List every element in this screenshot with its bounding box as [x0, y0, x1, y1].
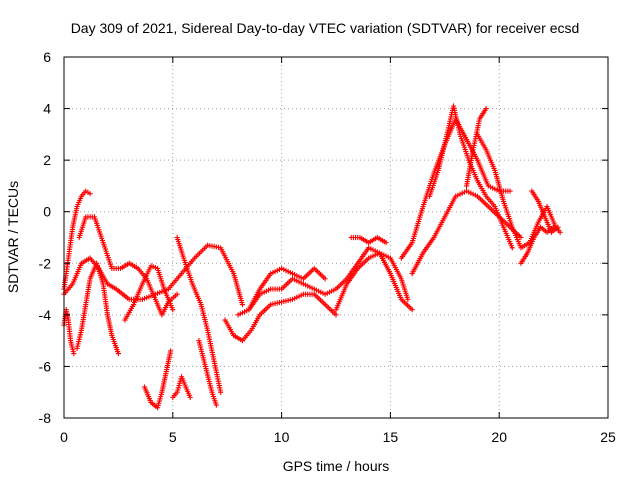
series-track-k	[222, 291, 339, 344]
data-point-marker	[405, 296, 411, 302]
data-point-marker	[174, 291, 180, 297]
data-point-marker	[518, 234, 524, 241]
data-point-marker	[557, 229, 563, 235]
series-track-a	[61, 188, 93, 292]
x-tick-label: 10	[274, 429, 290, 445]
series-track-s	[463, 105, 489, 189]
x-tick-label: 15	[383, 429, 399, 445]
chart-title: Day 309 of 2021, Sidereal Day-to-day VTE…	[71, 20, 580, 36]
data-point-marker	[213, 402, 219, 408]
series-track-i	[174, 234, 224, 395]
series-track-o	[348, 234, 389, 246]
data-point-marker	[507, 188, 513, 194]
y-tick-label: 0	[43, 204, 51, 220]
y-tick-label: 4	[43, 101, 51, 117]
data-point-marker	[115, 350, 121, 357]
data-point-marker	[87, 191, 93, 197]
axis-ticks: 0 5 10 15 20 25 -8 -6 -4 -2 0 2 4 6	[39, 49, 616, 445]
data-point-marker	[409, 307, 415, 313]
y-tick-label: -8	[39, 410, 52, 426]
series-track-b	[61, 242, 246, 308]
data-series	[61, 103, 563, 411]
data-point-marker	[333, 312, 339, 318]
grid	[64, 57, 608, 418]
series-track-v	[529, 188, 561, 235]
plot-frame	[63, 56, 609, 419]
series-track-r	[426, 103, 515, 251]
series-track-c	[61, 307, 77, 357]
data-point-marker	[71, 350, 77, 357]
y-tick-label: 2	[43, 152, 51, 168]
data-point-marker	[168, 348, 174, 354]
x-tick-label: 20	[491, 429, 507, 445]
data-point-marker	[509, 245, 515, 251]
data-point-marker	[218, 389, 224, 395]
series-track-f	[122, 263, 176, 323]
y-tick-label: 6	[43, 49, 51, 65]
series-track-g	[141, 348, 174, 411]
y-tick-label: -6	[39, 358, 52, 374]
x-tick-label: 0	[60, 429, 68, 445]
series-track-e	[76, 214, 180, 318]
y-tick-label: -4	[39, 307, 52, 323]
y-tick-label: -2	[39, 255, 52, 271]
series-track-n	[333, 250, 411, 313]
data-point-marker	[170, 307, 176, 313]
series-track-d	[74, 260, 121, 357]
data-point-marker	[239, 301, 246, 308]
data-point-marker	[322, 276, 328, 282]
y-axis-label: SDTVAR / TECUs	[5, 181, 21, 293]
data-point-marker	[187, 394, 193, 400]
series-track-h	[170, 374, 193, 400]
x-tick-label: 5	[169, 429, 177, 445]
x-tick-label: 25	[600, 429, 616, 445]
series-track-j	[196, 338, 219, 408]
x-axis-label: GPS time / hours	[283, 458, 390, 474]
series-track-p	[398, 116, 513, 261]
data-point-marker	[383, 240, 389, 246]
series-track-m	[246, 265, 328, 313]
data-point-marker	[555, 224, 561, 230]
data-point-marker	[483, 105, 489, 112]
